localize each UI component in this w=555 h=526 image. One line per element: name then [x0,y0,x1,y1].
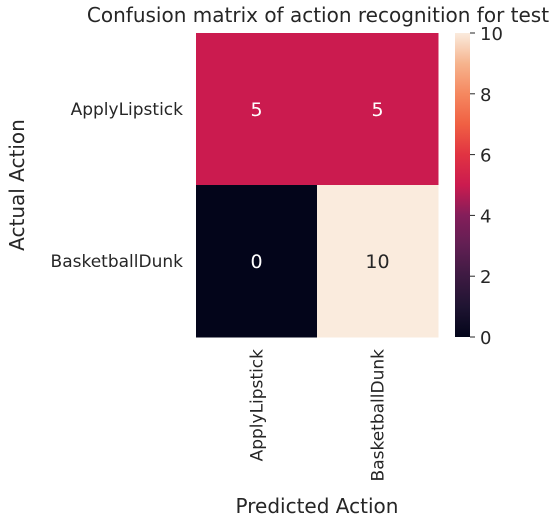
x-axis-label: Predicted Action [236,494,399,518]
heatmap-cell [317,33,439,186]
y-axis-label: Actual Action [5,119,29,251]
cell-value-label: 10 [365,251,389,273]
cell-value-label: 0 [250,251,262,273]
chart-title: Confusion matrix of action recognition f… [87,3,549,27]
cell-value-label: 5 [250,99,262,121]
colorbar-tick-label: 8 [480,85,491,106]
colorbar-tick-label: 4 [480,206,491,227]
colorbar-ticks: 0 2 4 6 8 10 [470,24,503,349]
y-tick-labels: ApplyLipstick BasketballDunk [51,100,184,272]
y-tick-label: BasketballDunk [51,252,184,272]
cell-annotations: 5 5 0 10 [250,99,389,273]
x-tick-label: ApplyLipstick [248,349,268,462]
colorbar [455,33,470,337]
x-tick-labels: ApplyLipstick BasketballDunk [248,349,389,482]
cell-value-label: 5 [371,99,383,121]
heatmap-cell [317,185,439,338]
colorbar-tick-label: 10 [480,24,503,45]
x-tick-label: BasketballDunk [369,349,389,482]
heatmap-cell [196,33,318,186]
y-tick-label: ApplyLipstick [71,100,184,120]
heatmap-cells [196,33,439,338]
colorbar-tick-label: 0 [480,328,491,349]
heatmap-cell [196,185,318,338]
colorbar-tick-label: 6 [480,146,491,167]
colorbar-tick-label: 2 [480,267,491,288]
